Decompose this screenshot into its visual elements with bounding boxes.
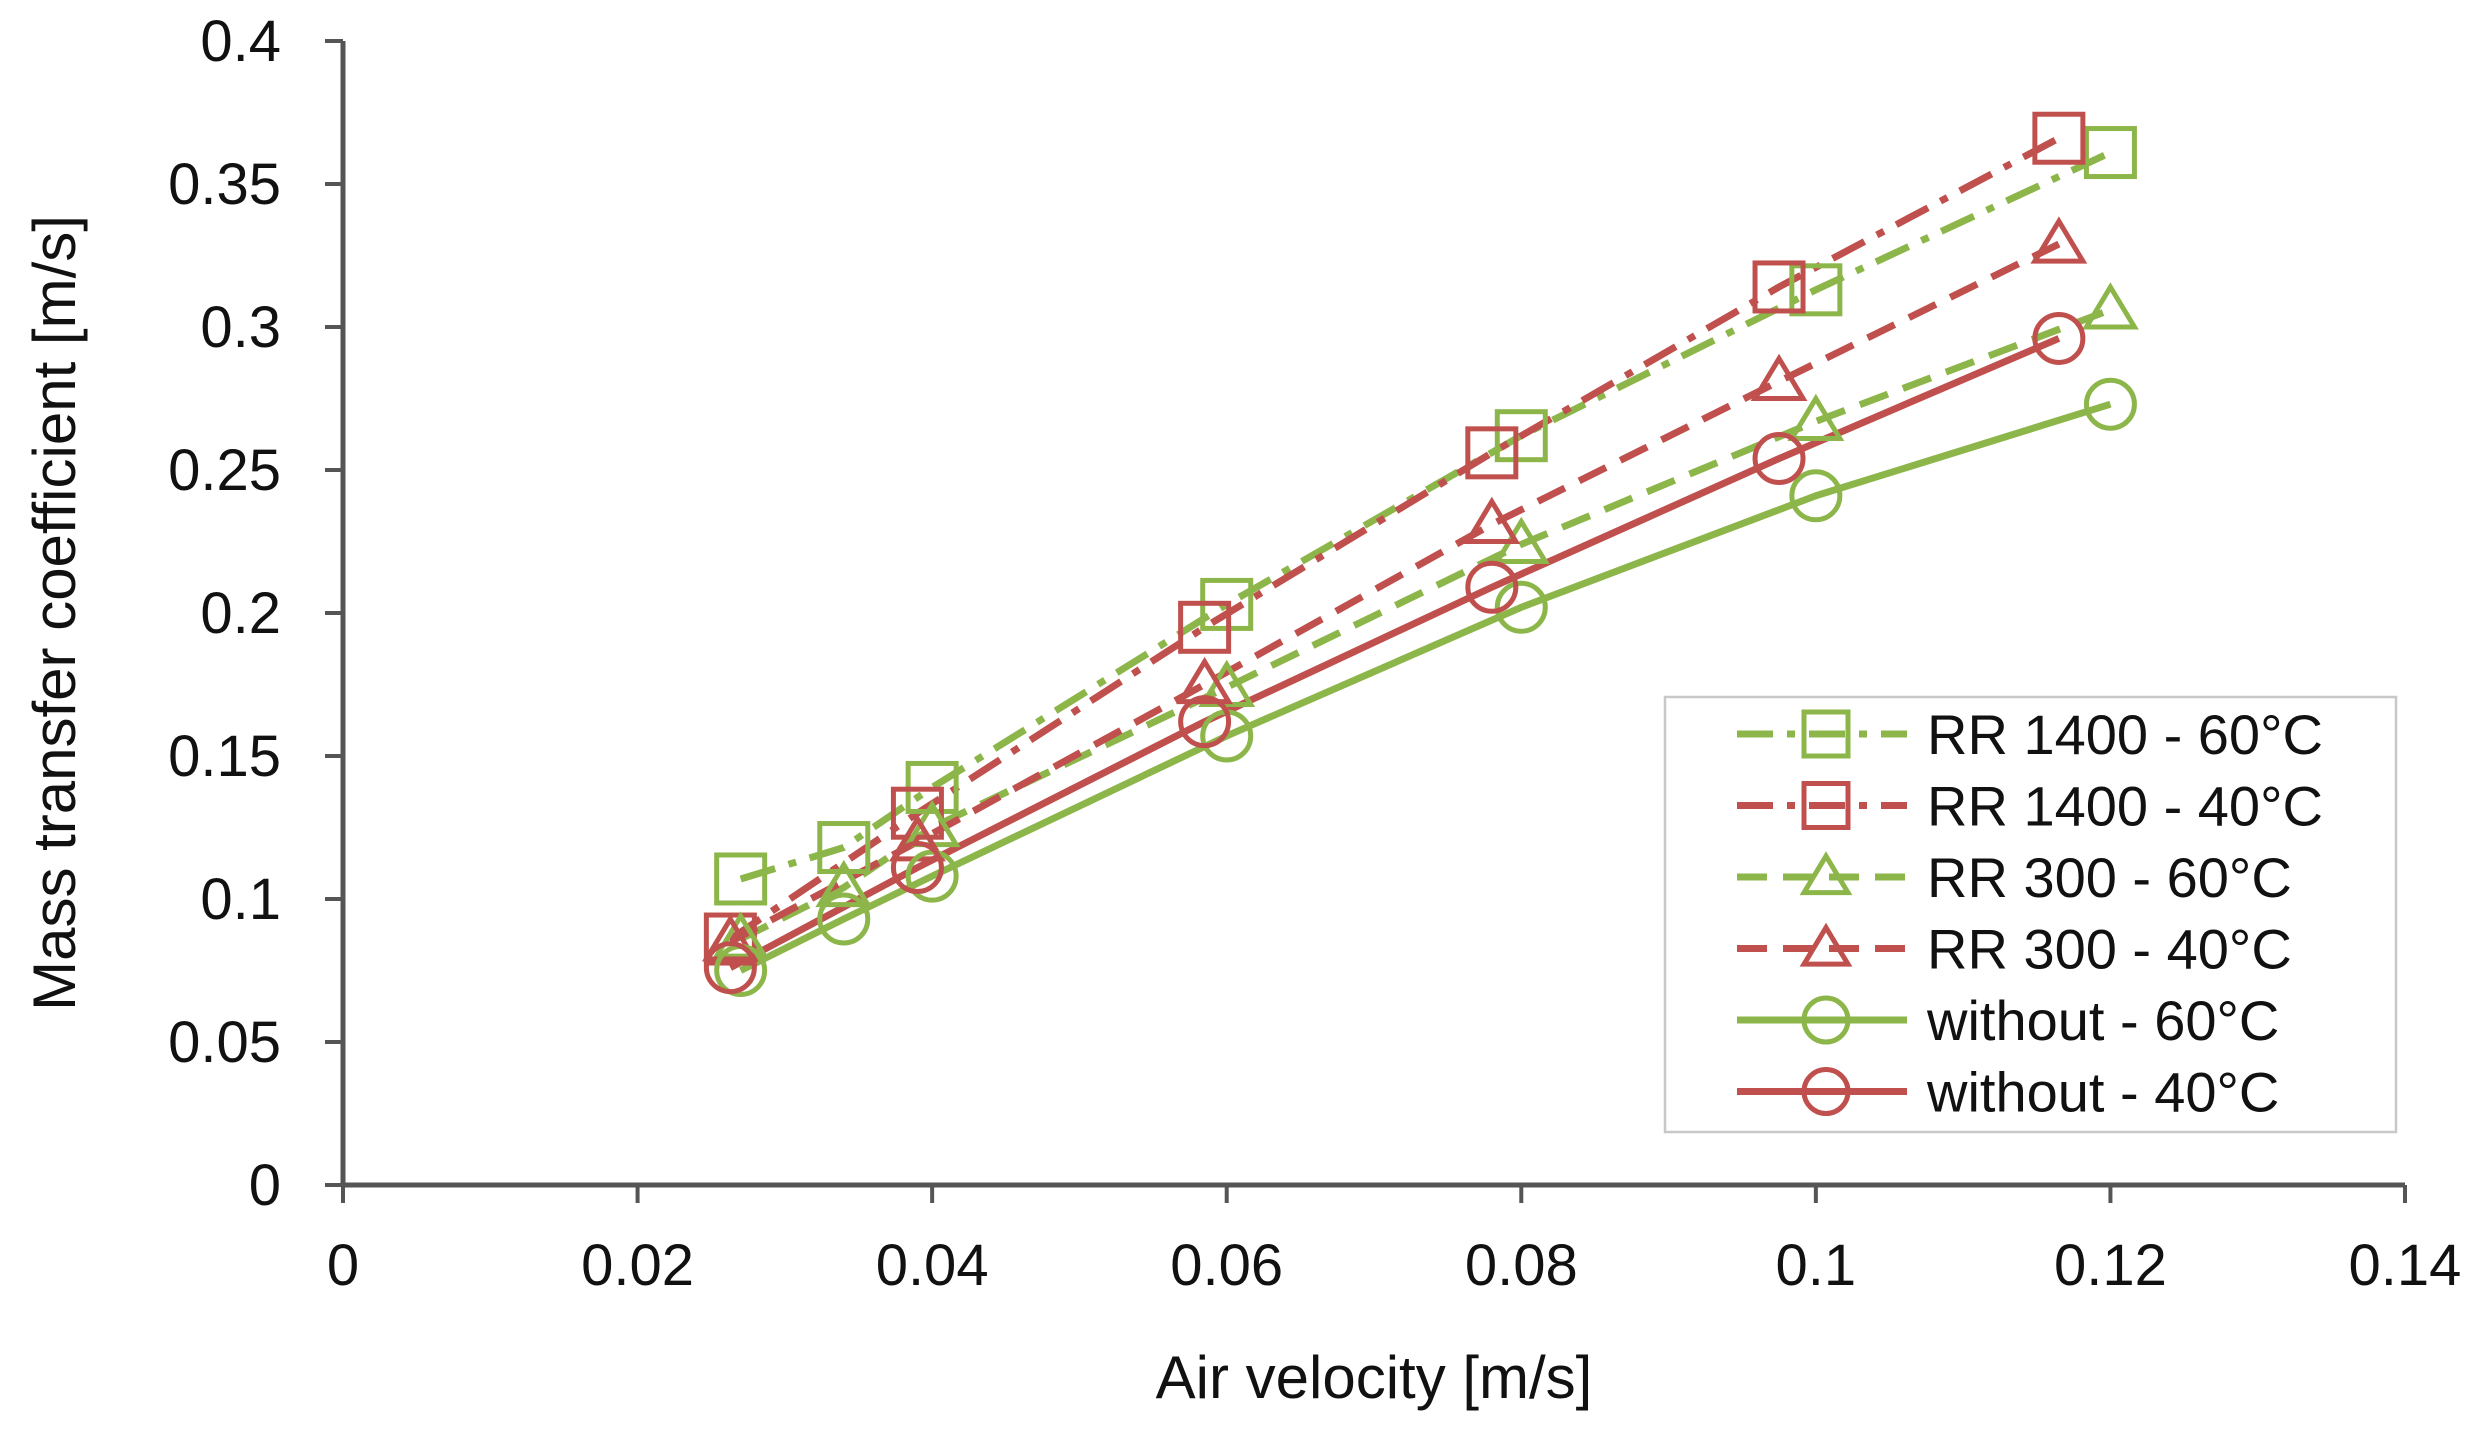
data-point-without-40-c: [1178, 695, 1232, 749]
legend-label-rr-1400-40-c: RR 1400 - 40°C: [1927, 775, 2323, 838]
data-point-without-40-c: [703, 941, 757, 995]
data-point-rr-1400-40-c: [890, 786, 944, 840]
y-tick-label: 0.35: [168, 152, 281, 217]
y-axis-title: Mass transfer coefficient [m/s]: [21, 215, 88, 1011]
legend-marker-without-40-c: [1801, 1067, 1851, 1116]
data-point-without-60-c: [1789, 469, 1843, 523]
legend-marker-rr-300-60-c: [1799, 851, 1853, 896]
data-point-rr-300-60-c: [1787, 393, 1845, 441]
data-point-rr-1400-60-c: [817, 821, 871, 875]
data-point-rr-300-60-c: [2082, 282, 2139, 330]
y-tick-label: 0.4: [200, 9, 281, 74]
data-point-without-40-c: [1465, 560, 1519, 614]
y-axis-ticks: 0 0.05 0.1 0.15 0.2 0.25 0.3 0.35 0.4: [168, 9, 343, 1218]
data-point-rr-300-60-c: [712, 911, 770, 959]
legend-box: [1663, 695, 2398, 1134]
data-point-without-60-c: [817, 892, 871, 946]
x-tick-label: 0.12: [2054, 1233, 2167, 1298]
x-tick-label: 0.14: [2349, 1233, 2462, 1298]
data-point-without-60-c: [1494, 580, 1548, 634]
data-point-rr-1400-40-c: [1752, 260, 1806, 314]
legend-label-without-60-c: without - 60°C: [1926, 989, 2279, 1052]
y-tick-label: 0.25: [168, 438, 281, 503]
data-point-rr-1400-60-c: [1789, 263, 1843, 317]
data-point-rr-300-60-c: [815, 859, 873, 908]
data-point-rr-1400-40-c: [1178, 600, 1232, 654]
data-point-rr-1400-40-c: [2032, 111, 2086, 165]
legend-label-without-40-c: without - 40°C: [1926, 1061, 2279, 1124]
data-point-rr-300-60-c: [1198, 659, 1256, 707]
plot-markers: [701, 111, 2139, 997]
x-tick-label: 0.1: [1776, 1233, 1857, 1298]
data-point-rr-300-40-c: [1463, 496, 1521, 544]
data-point-rr-1400-60-c: [2083, 126, 2137, 180]
data-point-rr-1400-60-c: [1494, 409, 1548, 463]
legend-marker-rr-1400-60-c: [1801, 709, 1851, 759]
series-line-rr-1400-40-c: [728, 135, 2061, 942]
data-point-without-60-c: [2083, 377, 2137, 431]
data-point-without-60-c: [905, 849, 959, 903]
x-tick-label: 0: [327, 1233, 359, 1298]
legend-marker-rr-1400-40-c: [1801, 781, 1851, 830]
data-point-rr-300-40-c: [1750, 353, 1808, 401]
data-point-rr-300-40-c: [1176, 656, 1234, 705]
data-point-rr-300-40-c: [2030, 216, 2088, 264]
legend-label-rr-1400-60-c: RR 1400 - 60°C: [1927, 703, 2323, 766]
x-axis-ticks: 0 0.02 0.04 0.06 0.08 0.1 0.12 0.14: [327, 1185, 2462, 1298]
series-line-rr-300-40-c: [728, 240, 2061, 945]
legend-marker-rr-300-40-c: [1799, 922, 1853, 967]
data-point-rr-1400-60-c: [714, 852, 768, 906]
legend-marker-without-60-c: [1801, 995, 1851, 1045]
legend-label-rr-300-60-c: RR 300 - 60°C: [1927, 846, 2292, 909]
series-line-rr-300-60-c: [739, 306, 2112, 943]
data-point-rr-300-40-c: [701, 914, 759, 962]
x-tick-label: 0.08: [1465, 1233, 1578, 1298]
data-point-without-40-c: [1752, 432, 1806, 486]
x-tick-label: 0.02: [581, 1233, 694, 1298]
y-tick-label: 0.05: [168, 1010, 281, 1075]
data-point-without-40-c: [2032, 311, 2086, 365]
data-point-rr-1400-40-c: [1465, 426, 1519, 480]
y-tick-label: 0.1: [200, 867, 281, 932]
x-tick-label: 0.04: [876, 1233, 989, 1298]
x-axis-title: Air velocity [m/s]: [1156, 1344, 1593, 1411]
y-tick-label: 0: [249, 1153, 281, 1218]
legend-label-rr-300-40-c: RR 300 - 40°C: [1927, 918, 2292, 981]
y-tick-label: 0.2: [200, 581, 281, 646]
x-tick-label: 0.06: [1170, 1233, 1283, 1298]
y-tick-label: 0.3: [200, 295, 281, 360]
data-point-without-40-c: [890, 841, 944, 895]
y-tick-label: 0.15: [168, 724, 281, 789]
legend: RR 1400 - 60°C RR 1400 - 40°C RR 300 - 60°…: [1663, 695, 2398, 1134]
